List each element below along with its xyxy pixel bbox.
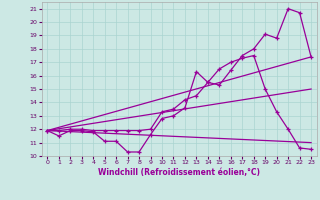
X-axis label: Windchill (Refroidissement éolien,°C): Windchill (Refroidissement éolien,°C) [98,168,260,177]
